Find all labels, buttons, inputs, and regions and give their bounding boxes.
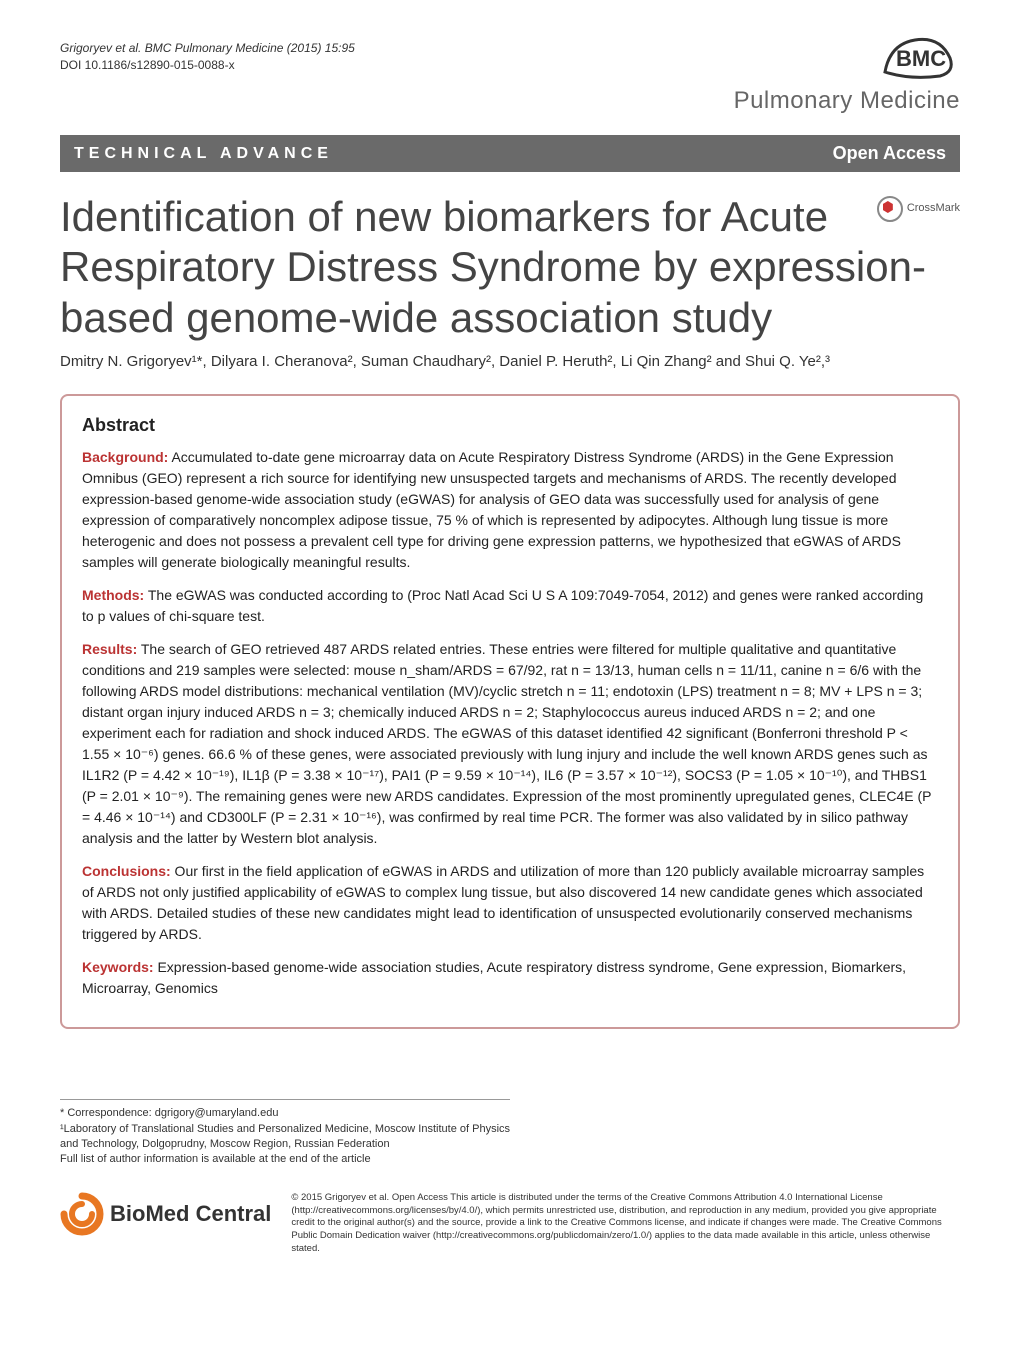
footer-row: BioMed Central © 2015 Grigoryev et al. O… — [60, 1192, 960, 1256]
correspondence-email: * Correspondence: dgrigory@umaryland.edu — [60, 1106, 510, 1121]
license-text: © 2015 Grigoryev et al. Open Access This… — [291, 1192, 960, 1256]
abstract-box: Abstract Background: Accumulated to-date… — [60, 394, 960, 1029]
crossmark-icon — [877, 196, 903, 222]
conclusions-text: Our first in the field application of eG… — [82, 863, 924, 942]
abstract-results: Results: The search of GEO retrieved 487… — [82, 639, 938, 849]
keywords-label: Keywords: — [82, 959, 154, 975]
methods-text: The eGWAS was conducted according to (Pr… — [82, 587, 923, 624]
methods-label: Methods: — [82, 587, 144, 603]
abstract-methods: Methods: The eGWAS was conducted accordi… — [82, 585, 938, 627]
correspondence-affiliation: ¹Laboratory of Translational Studies and… — [60, 1122, 510, 1153]
bmc-logo-icon: BMC — [880, 34, 960, 82]
crossmark-label: CrossMark — [907, 202, 960, 215]
title-text: Identification of new biomarkers for Acu… — [60, 193, 926, 341]
bmc-footer-logo: BioMed Central — [60, 1192, 271, 1236]
background-label: Background: — [82, 449, 168, 465]
results-text: The search of GEO retrieved 487 ARDS rel… — [82, 641, 931, 846]
article-type-bar: TECHNICAL ADVANCE Open Access — [60, 135, 960, 172]
bmc-swirl-icon — [60, 1192, 104, 1236]
journal-name: Pulmonary Medicine — [734, 87, 960, 115]
citation-line: Grigoryev et al. BMC Pulmonary Medicine … — [60, 40, 355, 57]
journal-logo: BMC Pulmonary Medicine — [734, 34, 960, 115]
article-type-label: TECHNICAL ADVANCE — [74, 145, 333, 163]
abstract-keywords: Keywords: Expression-based genome-wide a… — [82, 957, 938, 999]
article-title: Identification of new biomarkers for Acu… — [60, 192, 960, 343]
correspondence-block: * Correspondence: dgrigory@umaryland.edu… — [60, 1099, 510, 1168]
keywords-text: Expression-based genome-wide association… — [82, 959, 906, 996]
open-access-label: Open Access — [833, 143, 946, 164]
crossmark-badge[interactable]: CrossMark — [877, 196, 960, 222]
svg-text:BMC: BMC — [896, 46, 946, 71]
citation-block: Grigoryev et al. BMC Pulmonary Medicine … — [60, 40, 355, 74]
background-text: Accumulated to-date gene microarray data… — [82, 449, 901, 570]
conclusions-label: Conclusions: — [82, 863, 171, 879]
abstract-conclusions: Conclusions: Our first in the field appl… — [82, 861, 938, 945]
bmc-footer-name: BioMed Central — [110, 1201, 271, 1227]
results-label: Results: — [82, 641, 137, 657]
abstract-background: Background: Accumulated to-date gene mic… — [82, 447, 938, 573]
correspondence-note: Full list of author information is avail… — [60, 1152, 510, 1167]
header-row: Grigoryev et al. BMC Pulmonary Medicine … — [60, 40, 960, 115]
abstract-heading: Abstract — [82, 412, 938, 439]
doi-line: DOI 10.1186/s12890-015-0088-x — [60, 57, 355, 74]
author-list: Dmitry N. Grigoryev¹*, Dilyara I. Cheran… — [60, 353, 960, 370]
